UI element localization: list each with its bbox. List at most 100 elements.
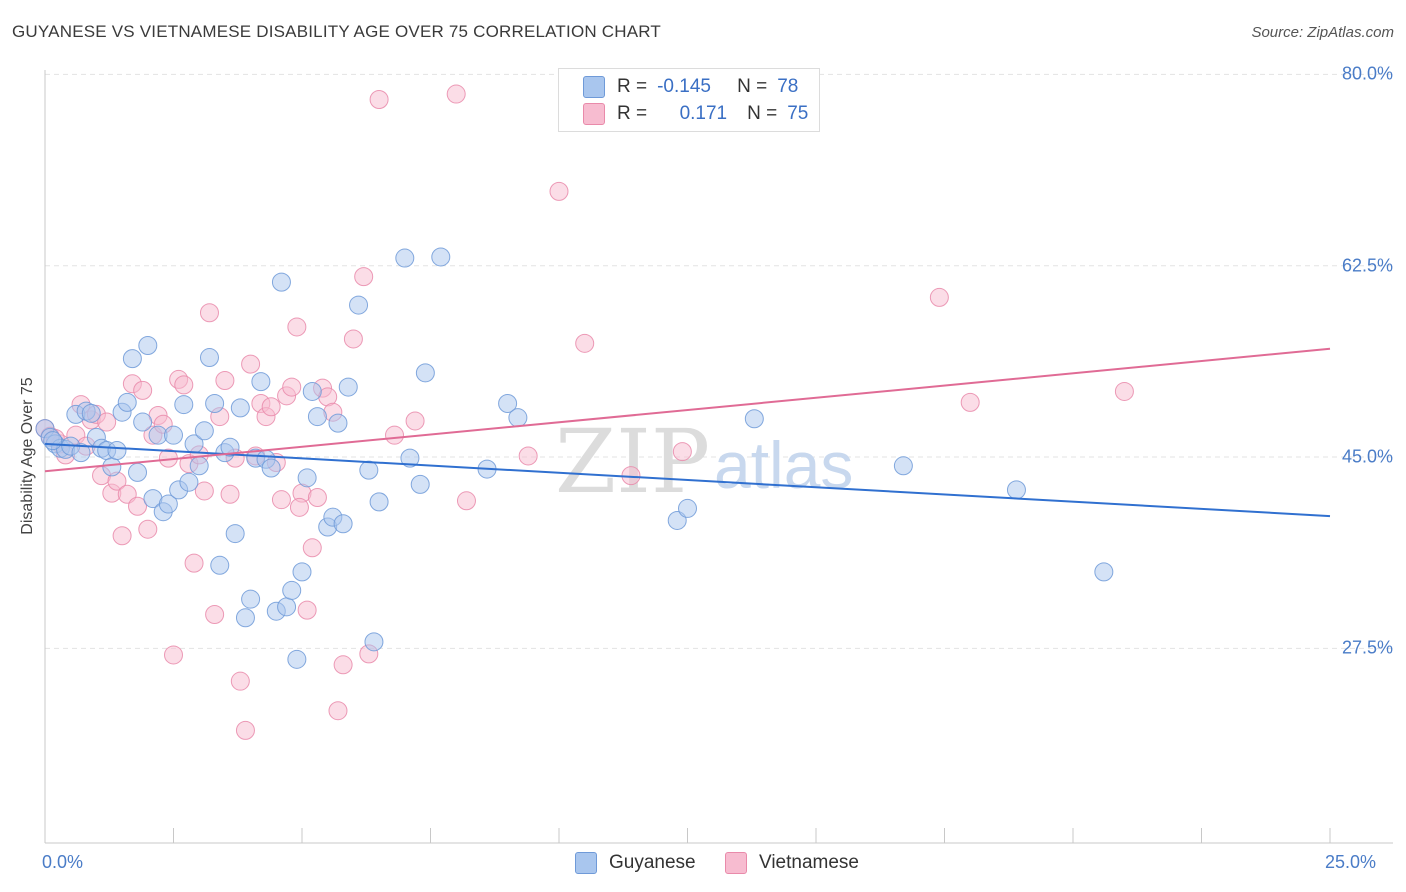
point-guyanese [277, 597, 297, 617]
point-guyanese [138, 336, 158, 356]
point-guyanese [400, 448, 420, 468]
point-vietnamese [929, 287, 949, 307]
point-guyanese [410, 474, 430, 494]
point-guyanese [307, 407, 327, 427]
point-guyanese [220, 437, 240, 457]
point-guyanese [893, 456, 913, 476]
point-vietnamese [575, 333, 595, 353]
legend-n-value-guyanese: 78 [777, 76, 799, 97]
point-vietnamese [97, 412, 117, 432]
point-vietnamese [174, 375, 194, 395]
correlation-legend: R = -0.145 N = 78 R = 0.171 N = 75 [558, 68, 820, 132]
point-guyanese [359, 460, 379, 480]
legend-r-label: R = [617, 76, 648, 97]
point-guyanese [508, 408, 528, 428]
legend-r-value-vietnamese: 0.171 [679, 103, 728, 124]
y-tick-label: 62.5% [1341, 255, 1393, 276]
point-vietnamese [112, 526, 132, 546]
point-vietnamese [307, 488, 327, 508]
point-vietnamese [199, 303, 219, 323]
point-guyanese [369, 492, 389, 512]
point-vietnamese [230, 671, 250, 691]
series-legend: Guyanese Vietnamese [0, 852, 1406, 878]
series-legend-label-guyanese: Guyanese [609, 852, 696, 873]
point-guyanese [122, 349, 142, 369]
point-vietnamese [133, 380, 153, 400]
point-vietnamese [333, 655, 353, 675]
point-vietnamese [261, 397, 281, 417]
series-swatch-guyanese [575, 852, 597, 874]
point-guyanese [261, 458, 281, 478]
point-guyanese [292, 562, 312, 582]
chart-title: GUYANESE VS VIETNAMESE DISABILITY AGE OV… [12, 22, 662, 41]
point-guyanese [102, 457, 122, 477]
legend-row-guyanese: R = -0.145 N = 78 [583, 74, 798, 100]
point-vietnamese [184, 553, 204, 573]
point-guyanese [328, 413, 348, 433]
trendline-guyanese [44, 442, 1331, 518]
point-guyanese [205, 393, 225, 413]
point-guyanese [498, 393, 518, 413]
point-vietnamese [164, 645, 183, 665]
point-guyanese [287, 649, 307, 669]
point-guyanese [189, 456, 209, 476]
point-vietnamese [369, 90, 389, 110]
point-guyanese [333, 514, 353, 534]
point-vietnamese [405, 411, 425, 431]
point-vietnamese [289, 497, 309, 517]
point-guyanese [235, 608, 255, 628]
point-guyanese [241, 589, 261, 609]
point-guyanese [194, 421, 214, 441]
point-guyanese [349, 295, 369, 315]
point-guyanese [117, 392, 137, 412]
point-guyanese [164, 425, 183, 445]
point-vietnamese [235, 720, 255, 740]
point-guyanese [107, 440, 127, 460]
legend-r-value-guyanese: -0.145 [657, 76, 711, 97]
series-legend-guyanese: Guyanese [575, 852, 696, 874]
point-guyanese [364, 632, 384, 652]
point-guyanese [179, 472, 199, 492]
point-guyanese [271, 272, 291, 292]
source-label: Source: ZipAtlas.com [1251, 24, 1394, 41]
x-tick-label-min: 0.0% [42, 852, 84, 872]
point-vietnamese [241, 354, 261, 374]
point-vietnamese [549, 181, 569, 201]
point-guyanese [158, 494, 178, 514]
point-vietnamese [302, 538, 322, 558]
y-tick-label: 80.0% [1341, 63, 1393, 84]
point-guyanese [302, 381, 322, 401]
point-guyanese [744, 409, 764, 429]
series-swatch-vietnamese [725, 852, 747, 874]
point-guyanese [338, 377, 358, 397]
point-guyanese [199, 348, 219, 368]
legend-swatch-vietnamese [583, 103, 605, 125]
legend-r-label: R = [617, 103, 648, 124]
point-guyanese [43, 431, 63, 451]
series-legend-label-vietnamese: Vietnamese [759, 852, 859, 873]
x-tick-label-max: 25.0% [1325, 852, 1377, 872]
point-guyanese [282, 580, 302, 600]
point-guyanese [71, 443, 91, 463]
legend-row-vietnamese: R = 0.171 N = 75 [583, 101, 808, 127]
series-legend-vietnamese: Vietnamese [725, 852, 859, 874]
point-vietnamese [385, 425, 405, 445]
point-vietnamese [194, 481, 214, 501]
point-guyanese [1094, 562, 1114, 582]
point-vietnamese [672, 442, 692, 462]
point-vietnamese [518, 446, 538, 466]
point-vietnamese [1114, 381, 1134, 401]
legend-n-label: N = [747, 103, 778, 124]
point-vietnamese [456, 491, 476, 511]
point-vietnamese [282, 377, 302, 397]
point-vietnamese [960, 392, 980, 412]
point-vietnamese [287, 317, 307, 337]
point-guyanese [174, 395, 194, 415]
legend-swatch-guyanese [583, 76, 605, 98]
point-guyanese [431, 247, 451, 267]
y-tick-label: 27.5% [1341, 637, 1393, 658]
point-vietnamese [215, 371, 235, 391]
point-guyanese [81, 403, 101, 423]
point-vietnamese [220, 484, 240, 504]
